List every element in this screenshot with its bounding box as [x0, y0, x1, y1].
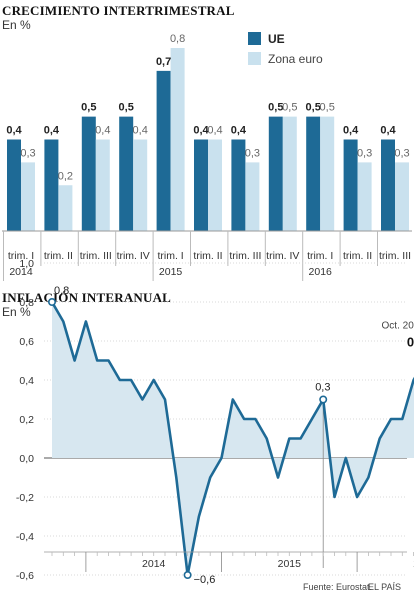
bar-value-label-ue: 0,4 — [6, 125, 22, 137]
x-tick-label: trim. III — [80, 250, 112, 262]
growth-chart-unit: En % — [2, 18, 31, 32]
inflation-chart-unit: En % — [2, 305, 31, 319]
bar-ue — [44, 139, 59, 231]
legend-label-ue: UE — [268, 32, 285, 46]
bar-value-label-ue: 0,7 — [156, 56, 171, 68]
bar-value-label-ue: 0,4 — [343, 125, 359, 137]
bar-zona-euro — [245, 162, 260, 231]
bar-value-label-ue: 0,4 — [231, 125, 247, 137]
bar-ue — [7, 139, 21, 231]
bar-ue — [268, 116, 283, 231]
annotation-marker — [183, 570, 192, 579]
annotation-label: 0,3 — [315, 382, 330, 394]
x-year-label: 2014 — [142, 558, 166, 570]
y-tick-label: 1,0 — [19, 258, 34, 270]
bar-zona-euro — [357, 162, 372, 231]
bar-value-label-ue: 0,5 — [306, 102, 321, 114]
y-tick-label: -0,6 — [16, 570, 34, 582]
x-year-label: 2015 — [278, 558, 302, 570]
bar-value-label-euro: 0,4 — [95, 125, 110, 137]
year-label: 2014 — [9, 266, 33, 278]
bar-zona-euro — [21, 162, 35, 231]
y-tick-label: 0,6 — [19, 336, 34, 348]
legend-swatch-ue — [248, 32, 261, 45]
inflation-area-fill — [52, 302, 414, 575]
x-tick-label: trim. I — [157, 250, 183, 262]
bar-value-label-euro: 0,8 — [170, 33, 185, 45]
legend-label-zona-euro: Zona euro — [268, 52, 323, 66]
bar-value-label-ue: 0,5 — [268, 102, 283, 114]
brand-credit: EL PAÍS — [368, 582, 402, 592]
bar-zona-euro — [320, 116, 335, 231]
x-tick-label: trim. III — [229, 250, 261, 262]
y-tick-label: -0,4 — [16, 531, 34, 543]
bar-value-label-ue: 0,5 — [81, 102, 96, 114]
bar-value-label-ue: 0,4 — [44, 125, 60, 137]
x-tick-label: trim. II — [44, 250, 73, 262]
bar-value-label-euro: 0,3 — [394, 147, 409, 159]
annotation-label: 0,8 — [54, 285, 69, 297]
y-tick-label: 0,0 — [19, 453, 34, 465]
bar-value-label-euro: 0,2 — [58, 170, 73, 182]
bar-zona-euro — [95, 139, 110, 231]
source-credit: Fuente: Eurostat. — [303, 582, 373, 592]
bar-value-label-ue: 0,5 — [119, 102, 134, 114]
bar-ue — [119, 116, 134, 231]
bar-zona-euro — [208, 139, 222, 231]
bar-ue — [194, 139, 208, 231]
inflation-line — [50, 301, 414, 577]
bar-value-label-euro: 0,5 — [320, 102, 335, 114]
bar-zona-euro — [170, 48, 185, 231]
legend-swatch-zona-euro — [248, 52, 261, 65]
bar-ue — [306, 116, 321, 231]
bar-value-label-euro: 0,4 — [133, 125, 148, 137]
annotation-note: Oct. 2016 — [382, 321, 414, 332]
x-tick-label: trim. IV — [266, 250, 299, 262]
x-tick-label: trim. I — [8, 250, 34, 262]
bar-zona-euro — [133, 139, 148, 231]
bar-value-label-euro: 0,4 — [207, 125, 222, 137]
year-label: 2016 — [309, 266, 333, 278]
year-label: 2015 — [159, 266, 183, 278]
bar-zona-euro — [282, 116, 297, 231]
bar-ue — [231, 139, 246, 231]
y-tick-label: 0,4 — [19, 375, 34, 387]
y-tick-label: -0,2 — [16, 492, 34, 504]
bar-ue — [343, 139, 358, 231]
annotation-label: −0,6 — [194, 574, 216, 586]
annotation-marker — [319, 395, 328, 404]
bar-zona-euro — [58, 185, 73, 231]
x-tick-label: trim. IV — [117, 250, 150, 262]
annotation-marker — [47, 297, 56, 306]
y-tick-label: 0,8 — [19, 297, 34, 309]
bar-ue — [381, 139, 395, 231]
bar-value-label-ue: 0,4 — [193, 125, 209, 137]
y-tick-label: 0,2 — [19, 414, 34, 426]
bar-value-label-euro: 0,3 — [245, 147, 260, 159]
annotation-label: 0,5 — [407, 335, 414, 350]
x-tick-label: trim. II — [193, 250, 222, 262]
bar-value-label-euro: 0,3 — [20, 147, 35, 159]
x-tick-label: trim. II — [343, 250, 372, 262]
bar-zona-euro — [395, 162, 409, 231]
bar-value-label-euro: 0,3 — [357, 147, 372, 159]
bar-value-label-euro: 0,5 — [282, 102, 297, 114]
x-tick-label: trim. I — [307, 250, 333, 262]
bar-value-label-ue: 0,4 — [380, 125, 396, 137]
growth-chart-title: CRECIMIENTO INTERTRIMESTRAL — [2, 3, 235, 18]
growth-bar-chart: 0,4 0,3 trim. I 0,4 0,2 trim. II 0,5 0,4 trim. I… — [2, 32, 412, 281]
bar-ue — [156, 70, 171, 231]
bar-ue — [81, 116, 96, 231]
x-tick-label: trim. III — [379, 250, 411, 262]
inflation-chart-title: INFLACIÓN INTERANUAL — [2, 290, 172, 305]
